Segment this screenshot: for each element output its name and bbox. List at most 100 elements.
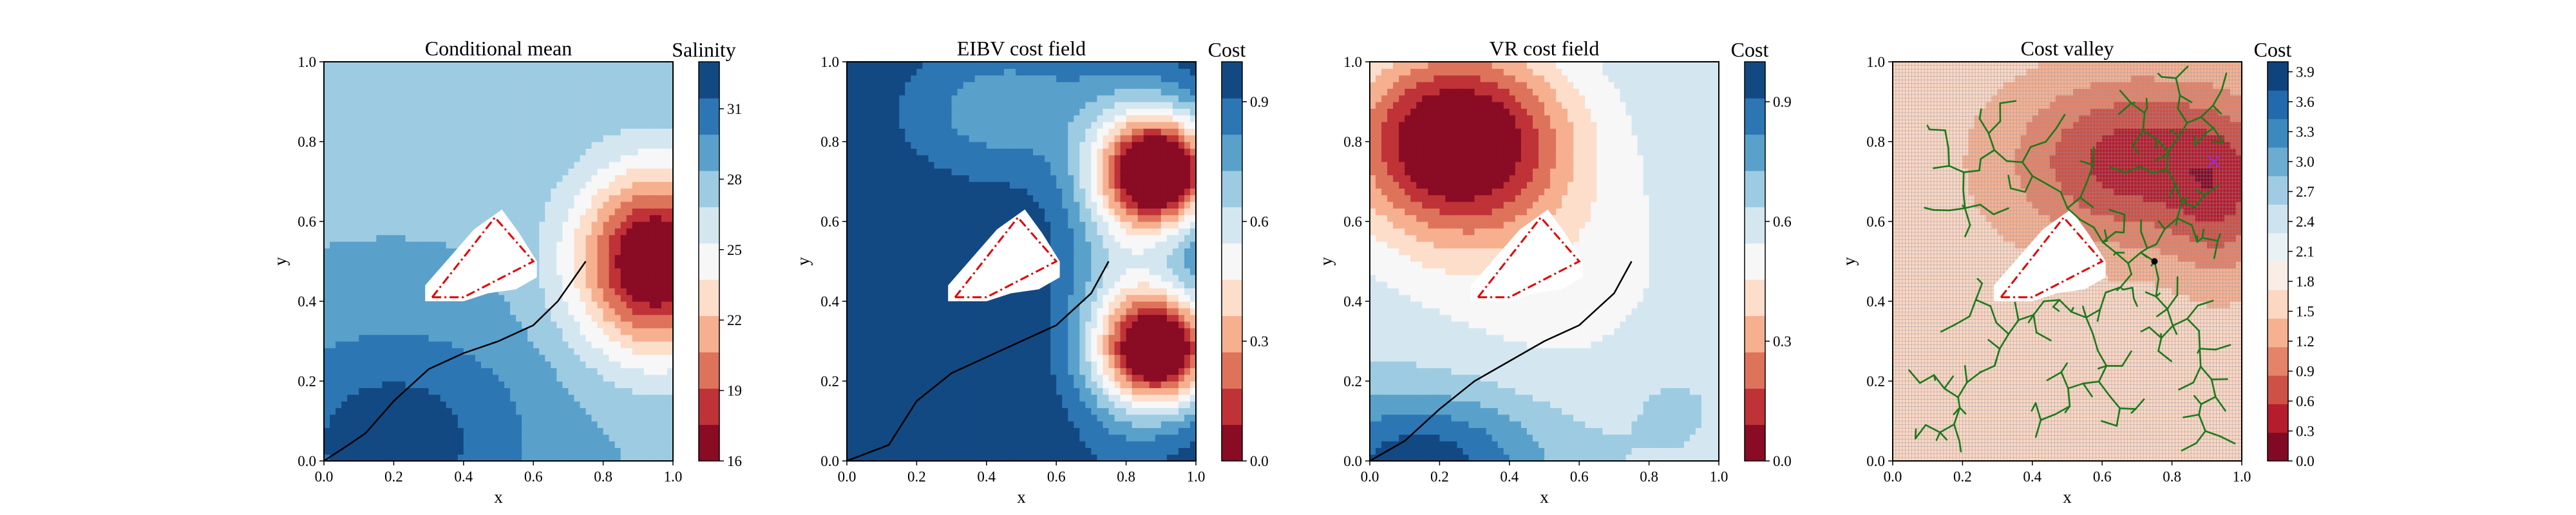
- heatmap-cell: [574, 341, 581, 348]
- heatmap-cell: [434, 454, 441, 461]
- heatmap-cell: [475, 208, 482, 216]
- heatmap-cell: [422, 68, 430, 76]
- heatmap-cell: [922, 148, 929, 156]
- heatmap-cell: [376, 228, 383, 236]
- heatmap-cell: [382, 447, 388, 455]
- heatmap-cell: [516, 188, 522, 196]
- heatmap-cell: [422, 148, 430, 156]
- heatmap-cell: [417, 274, 424, 282]
- heatmap-cell: [905, 414, 911, 422]
- heatmap-cell: [858, 214, 865, 222]
- heatmap-cell: [399, 394, 406, 402]
- heatmap-cell: [928, 401, 935, 408]
- heatmap-cell: [858, 421, 865, 428]
- heatmap-cell: [603, 68, 610, 76]
- heatmap-cell: [446, 241, 453, 248]
- heatmap-cell: [858, 188, 865, 196]
- heatmap-cell: [638, 168, 645, 176]
- heatmap-cell: [545, 261, 551, 268]
- heatmap-cell: [928, 201, 935, 209]
- heatmap-cell: [876, 241, 882, 248]
- heatmap-cell: [864, 234, 871, 242]
- heatmap-cell: [667, 348, 673, 355]
- heatmap-cell: [934, 414, 941, 422]
- heatmap-cell: [905, 334, 911, 342]
- heatmap-cell: [324, 68, 330, 76]
- heatmap-cell: [899, 221, 905, 229]
- heatmap-cell: [393, 328, 401, 335]
- heatmap-cell: [393, 334, 401, 342]
- heatmap-cell: [486, 421, 493, 428]
- heatmap-cell: [591, 88, 598, 96]
- heatmap-cell: [388, 301, 394, 308]
- heatmap-cell: [620, 214, 627, 222]
- colorbar-swatch: [699, 207, 719, 244]
- heatmap-cell: [963, 328, 970, 335]
- heatmap-cell: [382, 208, 388, 216]
- heatmap-cell: [359, 102, 365, 109]
- heatmap-cell: [905, 294, 911, 302]
- heatmap-cell: [951, 128, 958, 136]
- heatmap-cell: [969, 102, 976, 109]
- heatmap-cell: [614, 348, 621, 355]
- heatmap-cell: [446, 168, 453, 176]
- colorbar-tick-label: 31: [727, 101, 742, 117]
- heatmap-cell: [417, 154, 424, 162]
- heatmap-cell: [475, 68, 482, 76]
- heatmap-cell: [899, 95, 905, 102]
- heatmap-cell: [887, 361, 894, 368]
- heatmap-cell: [667, 148, 673, 156]
- heatmap-cell: [934, 341, 941, 348]
- heatmap-cell: [498, 334, 505, 342]
- heatmap-cell: [451, 374, 459, 382]
- heatmap-cell: [492, 162, 499, 169]
- heatmap-cell: [632, 314, 639, 322]
- heatmap-cell: [940, 248, 947, 256]
- heatmap-cell: [864, 75, 871, 82]
- heatmap-cell: [388, 162, 394, 169]
- heatmap-cell: [417, 348, 424, 355]
- heatmap-cell: [492, 407, 499, 415]
- heatmap-cell: [603, 294, 610, 302]
- heatmap-cell: [475, 388, 482, 395]
- heatmap-cell: [957, 441, 964, 448]
- heatmap-cell: [480, 354, 488, 362]
- heatmap-cell: [353, 261, 359, 268]
- heatmap-cell: [870, 274, 876, 282]
- heatmap-cell: [934, 301, 941, 308]
- heatmap-cell: [399, 407, 406, 415]
- heatmap-cell: [359, 334, 365, 342]
- heatmap-cell: [486, 328, 493, 335]
- heatmap-cell: [463, 154, 470, 162]
- heatmap-cell: [422, 182, 430, 189]
- heatmap-cell: [853, 274, 859, 282]
- heatmap-cell: [422, 208, 430, 216]
- heatmap-cell: [940, 368, 947, 375]
- heatmap-cell: [428, 301, 435, 308]
- heatmap-cell: [591, 361, 598, 368]
- heatmap-cell: [609, 308, 616, 315]
- heatmap-cell: [370, 182, 377, 189]
- heatmap-cell: [934, 162, 941, 169]
- heatmap-cell: [417, 194, 424, 202]
- heatmap-cell: [609, 128, 616, 136]
- heatmap-cell: [359, 214, 365, 222]
- heatmap-cell: [522, 68, 528, 76]
- heatmap-cell: [353, 248, 359, 256]
- heatmap-cell: [940, 201, 947, 209]
- heatmap-cell: [922, 401, 929, 408]
- heatmap-cell: [940, 228, 947, 236]
- heatmap-cell: [940, 82, 947, 89]
- heatmap-cell: [480, 328, 488, 335]
- heatmap-cell: [324, 142, 330, 149]
- heatmap-cell: [893, 328, 900, 335]
- heatmap-cell: [556, 234, 563, 242]
- colorbar-swatch: [699, 351, 719, 389]
- heatmap-cell: [667, 68, 673, 76]
- heatmap-cell: [527, 82, 534, 89]
- heatmap-cell: [359, 308, 365, 315]
- heatmap-cell: [510, 294, 516, 302]
- heatmap-cell: [545, 294, 551, 302]
- heatmap-cell: [492, 374, 499, 382]
- heatmap-cell: [626, 248, 633, 256]
